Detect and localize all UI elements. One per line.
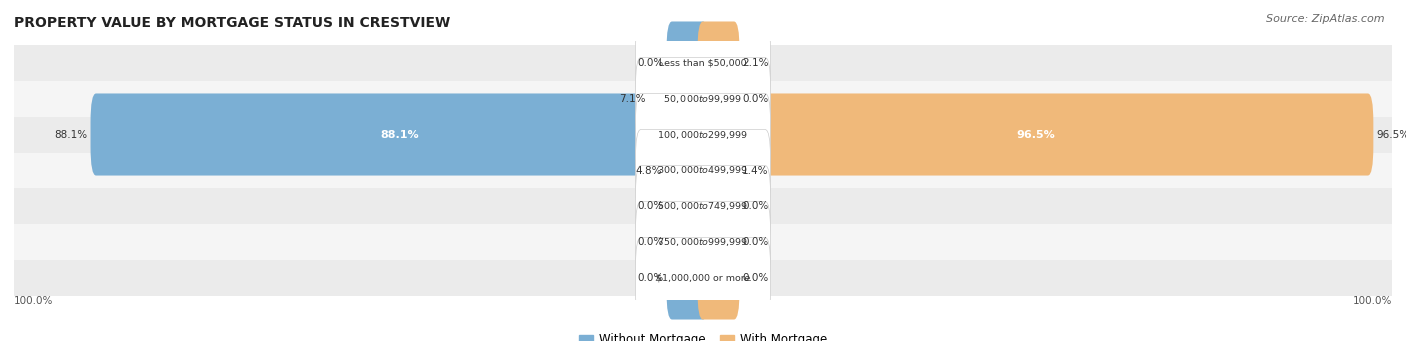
Text: 88.1%: 88.1% — [55, 130, 87, 139]
FancyBboxPatch shape — [697, 93, 1374, 176]
Text: $500,000 to $749,999: $500,000 to $749,999 — [658, 201, 748, 212]
FancyBboxPatch shape — [636, 202, 770, 283]
FancyBboxPatch shape — [636, 21, 770, 104]
Text: 1.4%: 1.4% — [742, 165, 769, 176]
FancyBboxPatch shape — [636, 237, 770, 320]
FancyBboxPatch shape — [697, 237, 740, 320]
Bar — [14, 189, 1392, 224]
Text: $300,000 to $499,999: $300,000 to $499,999 — [658, 164, 748, 177]
FancyBboxPatch shape — [697, 130, 740, 211]
FancyBboxPatch shape — [636, 58, 770, 139]
FancyBboxPatch shape — [636, 130, 770, 211]
FancyBboxPatch shape — [636, 93, 770, 176]
Text: $50,000 to $99,999: $50,000 to $99,999 — [664, 92, 742, 104]
Bar — [14, 117, 1392, 152]
Bar — [14, 80, 1392, 117]
FancyBboxPatch shape — [697, 21, 740, 104]
Text: 0.0%: 0.0% — [637, 58, 664, 68]
Text: 0.0%: 0.0% — [742, 273, 769, 283]
FancyBboxPatch shape — [666, 21, 709, 104]
Text: Less than $50,000: Less than $50,000 — [659, 58, 747, 67]
FancyBboxPatch shape — [636, 165, 770, 248]
FancyBboxPatch shape — [666, 237, 709, 320]
Text: $1,000,000 or more: $1,000,000 or more — [655, 274, 751, 283]
Bar — [14, 261, 1392, 296]
Text: 96.5%: 96.5% — [1017, 130, 1054, 139]
Text: 100.0%: 100.0% — [1353, 296, 1392, 307]
Text: $100,000 to $299,999: $100,000 to $299,999 — [658, 129, 748, 140]
Text: 0.0%: 0.0% — [637, 237, 664, 248]
Text: $750,000 to $999,999: $750,000 to $999,999 — [658, 237, 748, 249]
FancyBboxPatch shape — [697, 165, 740, 248]
Text: 0.0%: 0.0% — [742, 237, 769, 248]
FancyBboxPatch shape — [648, 58, 709, 139]
Text: 4.8%: 4.8% — [636, 165, 662, 176]
Bar — [14, 45, 1392, 80]
FancyBboxPatch shape — [697, 202, 740, 283]
Text: 0.0%: 0.0% — [742, 202, 769, 211]
Text: 7.1%: 7.1% — [619, 93, 645, 104]
Text: 0.0%: 0.0% — [637, 273, 664, 283]
FancyBboxPatch shape — [665, 130, 709, 211]
Text: 2.1%: 2.1% — [742, 58, 769, 68]
Bar — [14, 224, 1392, 261]
Legend: Without Mortgage, With Mortgage: Without Mortgage, With Mortgage — [574, 329, 832, 341]
FancyBboxPatch shape — [666, 165, 709, 248]
FancyBboxPatch shape — [90, 93, 709, 176]
Text: 100.0%: 100.0% — [14, 296, 53, 307]
FancyBboxPatch shape — [697, 58, 740, 139]
Text: 88.1%: 88.1% — [380, 130, 419, 139]
Text: 0.0%: 0.0% — [742, 93, 769, 104]
FancyBboxPatch shape — [666, 202, 709, 283]
Bar — [14, 152, 1392, 189]
Text: 96.5%: 96.5% — [1376, 130, 1406, 139]
Text: 0.0%: 0.0% — [637, 202, 664, 211]
Text: Source: ZipAtlas.com: Source: ZipAtlas.com — [1267, 14, 1385, 24]
Text: PROPERTY VALUE BY MORTGAGE STATUS IN CRESTVIEW: PROPERTY VALUE BY MORTGAGE STATUS IN CRE… — [14, 16, 450, 30]
